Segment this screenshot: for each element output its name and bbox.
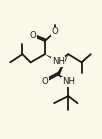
Text: O: O [42,77,48,86]
Polygon shape [45,54,59,63]
Text: NH: NH [52,57,65,66]
Text: NH: NH [62,77,75,86]
Polygon shape [57,54,68,75]
Text: O: O [29,31,36,40]
Text: O: O [52,27,58,36]
